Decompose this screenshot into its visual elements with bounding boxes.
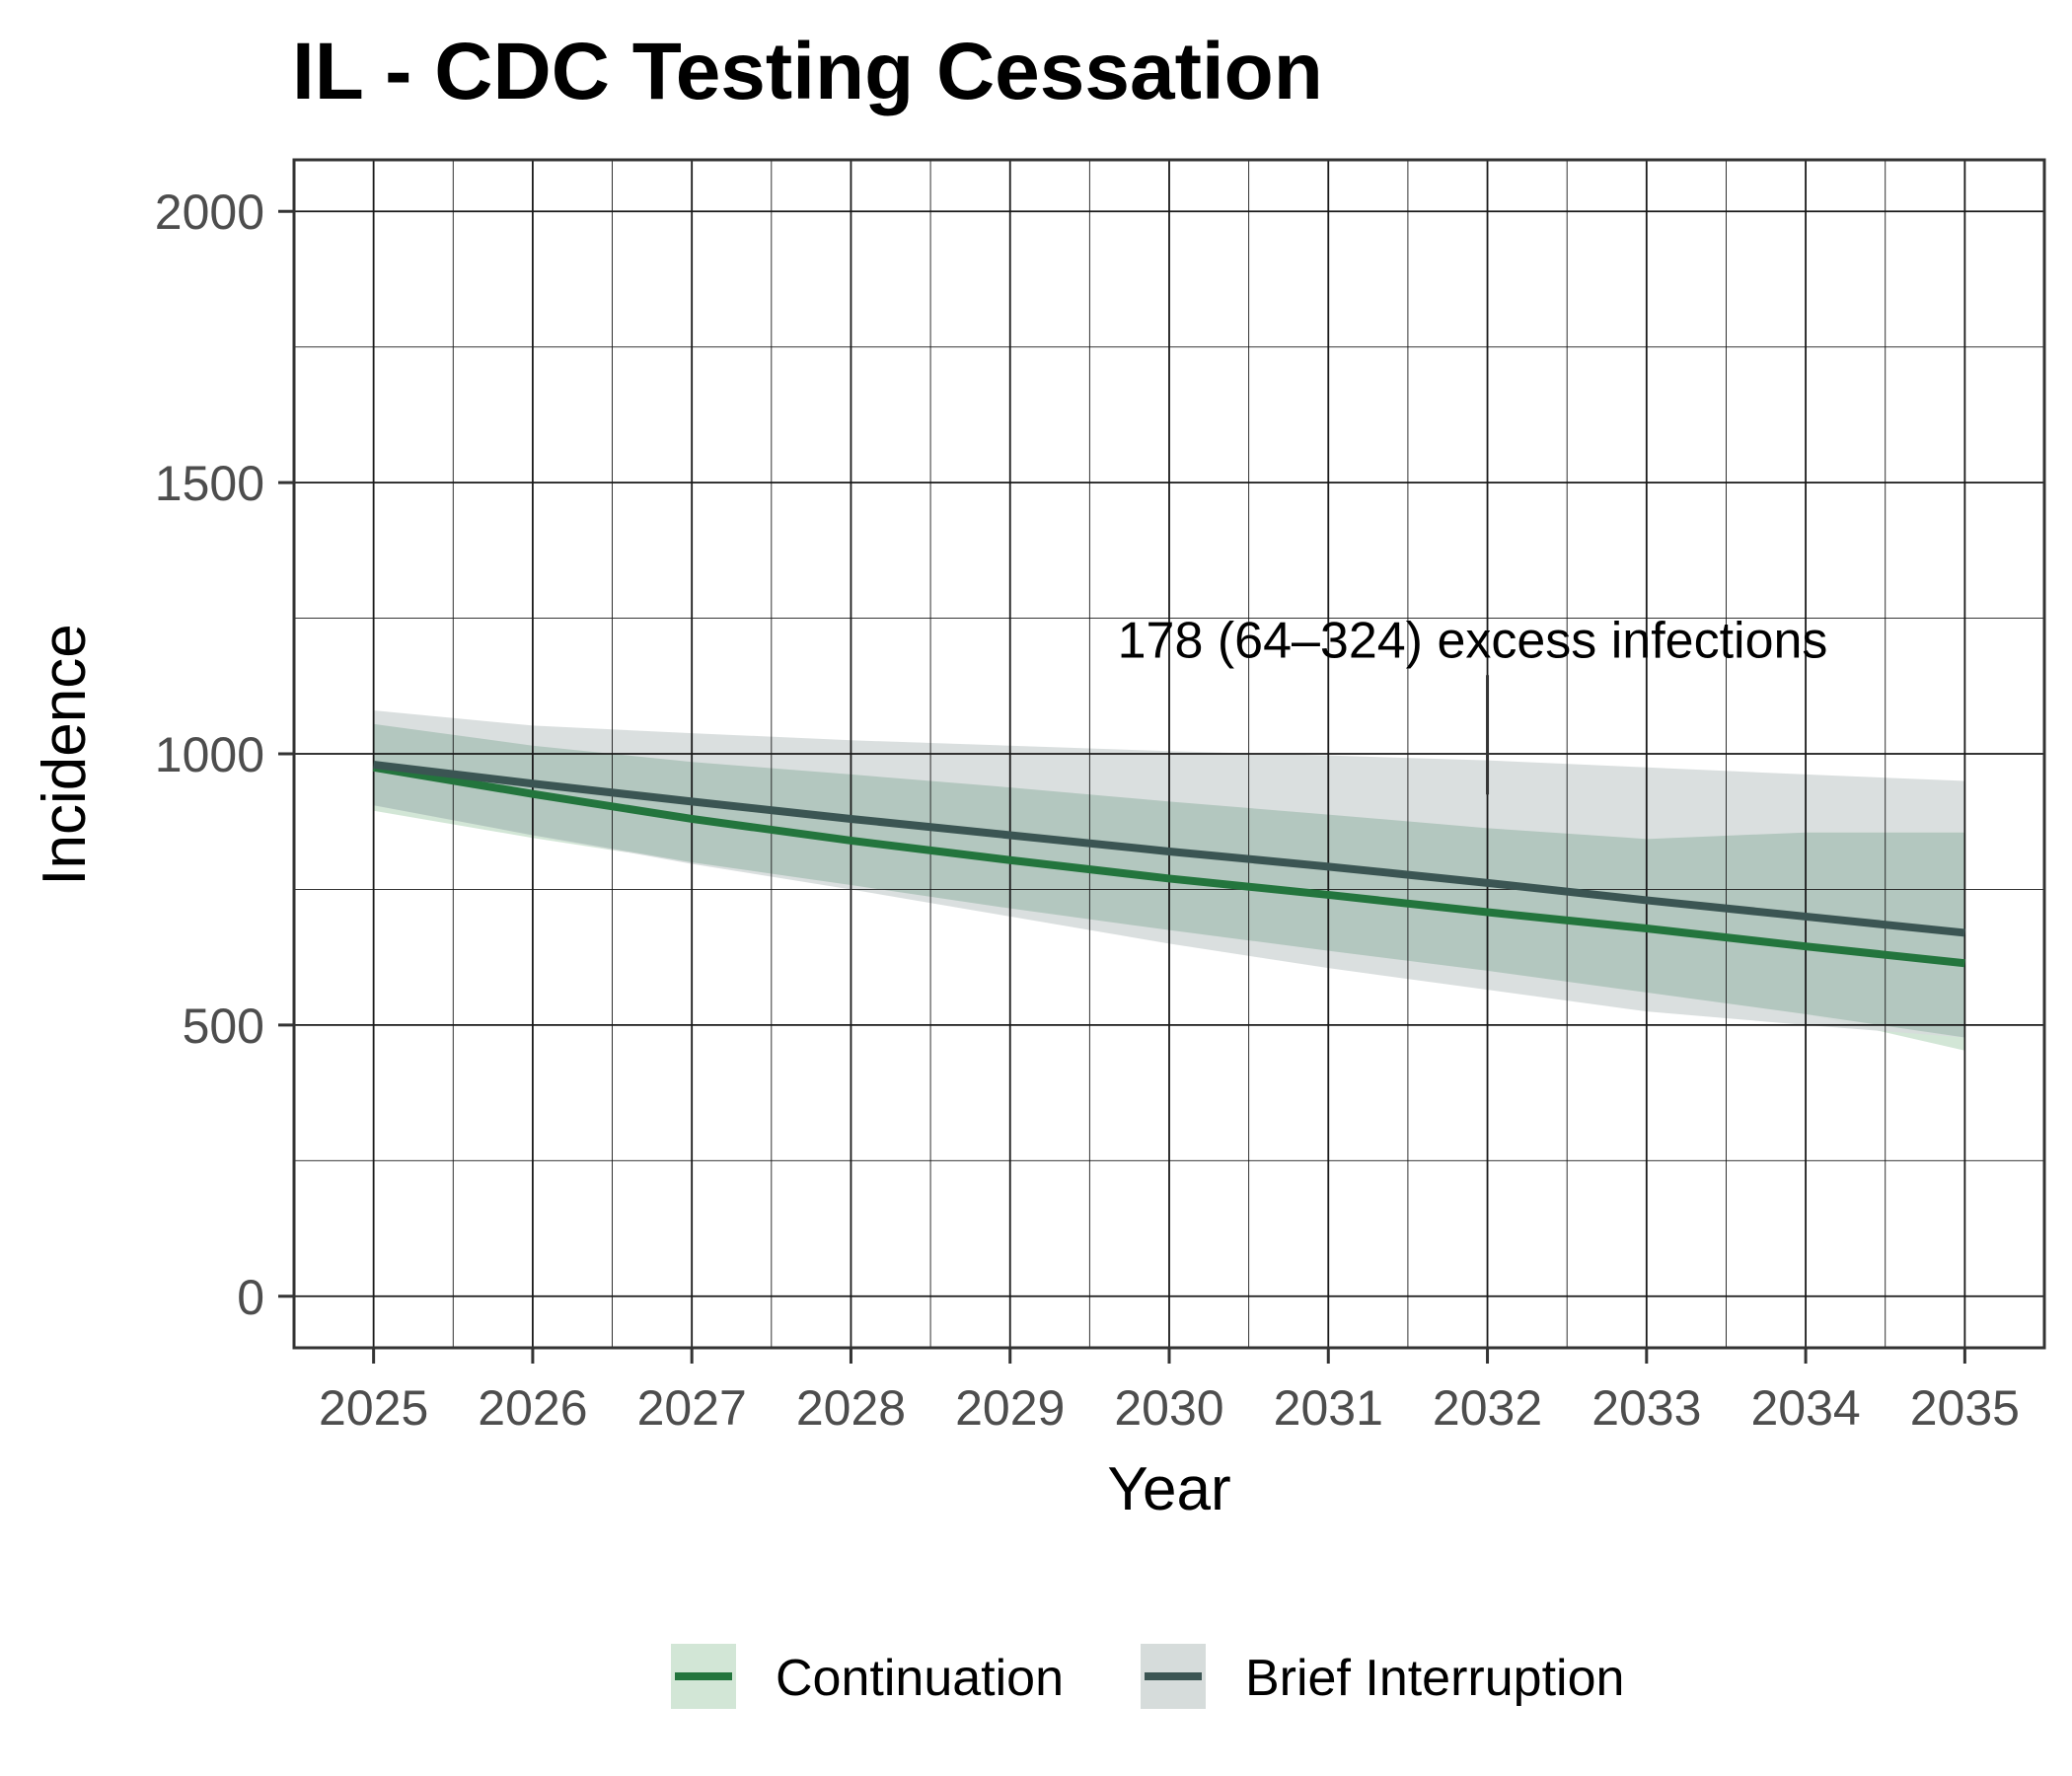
x-tick-label: 2028: [796, 1380, 906, 1436]
grid-lines: [294, 160, 2044, 1348]
y-axis: 0 500 1000 1500 2000: [155, 185, 294, 1325]
y-tick-label: 1500: [155, 456, 264, 511]
line-brief-interruption: [373, 761, 1965, 937]
x-tick-label: 2033: [1591, 1380, 1701, 1436]
x-tick-label: 2029: [955, 1380, 1065, 1436]
x-tick-label: 2027: [637, 1380, 747, 1436]
series-lines: [372, 761, 1965, 968]
line-continuation: [372, 763, 1965, 968]
legend-label-brief-interruption: Brief Interruption: [1245, 1650, 1624, 1707]
annotation: 178 (64–324) excess infections: [1118, 612, 1828, 795]
annotation-text: 178 (64–324) excess infections: [1118, 612, 1828, 669]
legend-label-continuation: Continuation: [776, 1650, 1064, 1707]
x-axis-title: Year: [1107, 1455, 1230, 1523]
legend: Continuation Brief Interruption: [671, 1644, 1624, 1709]
x-tick-label: 2026: [478, 1380, 587, 1436]
x-tick-label: 2030: [1114, 1380, 1223, 1436]
y-tick-label: 1000: [155, 727, 264, 782]
x-tick-label: 2031: [1274, 1380, 1383, 1436]
x-tick-label: 2034: [1750, 1380, 1860, 1436]
x-tick-label: 2032: [1433, 1380, 1542, 1436]
y-tick-label: 2000: [155, 185, 264, 240]
y-axis-title: Incidence: [31, 624, 99, 885]
x-axis: 2025 2026 2027 2028 2029 2030 2031 2032 2033 2034…: [319, 1348, 2020, 1436]
y-tick-label: 500: [183, 999, 264, 1054]
x-tick-label: 2035: [1910, 1380, 2020, 1436]
chart-title: IL - CDC Testing Cessation: [292, 27, 1323, 116]
y-tick-label: 0: [237, 1270, 264, 1325]
x-tick-label: 2025: [319, 1380, 428, 1436]
